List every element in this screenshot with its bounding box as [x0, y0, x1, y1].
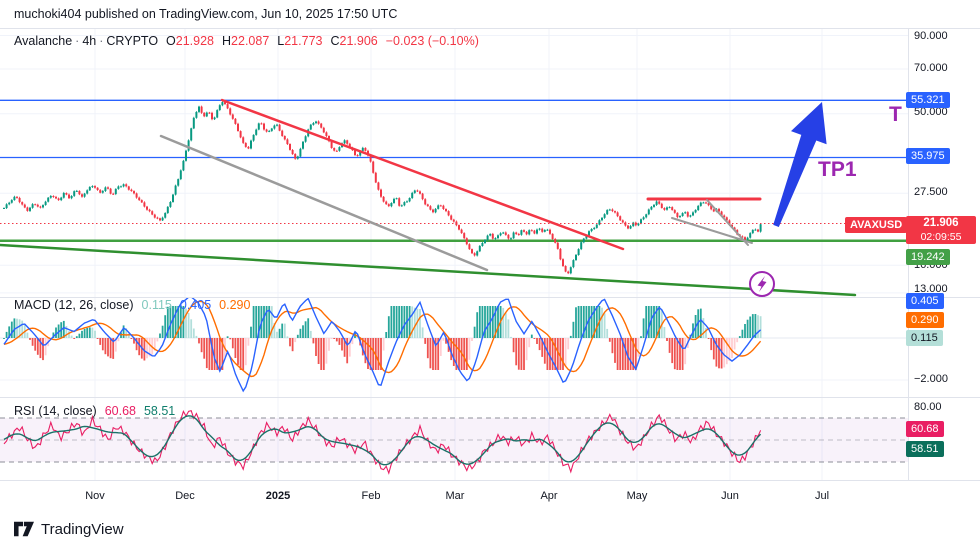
rsi-params: (14, close) [38, 404, 97, 418]
ohlc-value: 21.773 [284, 34, 323, 48]
indicator-value: 58.51 [143, 404, 176, 418]
symbol-label-badge: AVAXUSD [845, 217, 908, 233]
time-tick: Feb [361, 490, 381, 502]
signal-badge: 0.290 [906, 312, 944, 328]
ohlc-label: L [277, 34, 285, 48]
tradingview-logo-icon[interactable] [14, 521, 34, 537]
time-tick: May [626, 490, 648, 502]
scale-label: 27.500 [914, 186, 948, 198]
grid-layer [0, 28, 908, 480]
attribution-header: muchoki404 published on TradingView.com,… [0, 0, 980, 28]
wedge-line-1 [671, 217, 753, 244]
projection-arrow [773, 102, 827, 227]
time-tick: 2025 [265, 490, 291, 502]
level-badge-55: 55.321 [906, 92, 950, 108]
time-tick: Jun [721, 490, 739, 502]
macd-badge: 0.405 [906, 293, 944, 309]
scale-label: 70.000 [914, 62, 948, 74]
brand-name: TradingView [41, 520, 124, 538]
time-axis[interactable]: Nov Dec 2025 Feb Mar Apr May Jun Jul [0, 481, 980, 510]
scale-label: 13.000 [914, 283, 948, 295]
macd-params: (12, 26, close) [54, 298, 134, 312]
time-tick: Dec [175, 490, 195, 502]
ohlc-label: O [166, 34, 176, 48]
rsi-badge: 60.68 [906, 421, 944, 437]
rsi-values: 60.68 58.51 [97, 404, 176, 418]
symbol-name: Avalanche [14, 34, 73, 48]
support-badge-19: 19.242 [906, 249, 950, 265]
indicator-value: 0.290 [219, 298, 251, 312]
scale-label: −2.000 [914, 373, 948, 385]
wedge-line-2 [706, 199, 749, 246]
rsi-pane [0, 410, 908, 475]
indicator-value: 0.115 [141, 298, 172, 312]
separator: · [75, 34, 80, 48]
lower-support-trendline [0, 243, 857, 297]
ohlc-value: 21.906 [339, 34, 378, 48]
scale-label: 80.00 [914, 401, 942, 413]
scale-label: 90.000 [914, 30, 948, 42]
pane-divider [0, 28, 980, 29]
symbol-legend[interactable]: Avalanche · 4h · CRYPTO O21.928 H22.087 L21.773… [14, 34, 479, 48]
indicator-value: 0.405 [179, 298, 212, 312]
axis-divider [0, 480, 980, 481]
chart-widget: TP1 T Avalanche · 4h · CRYPTO O21.928 H22.087 L2… [0, 28, 980, 510]
last-price-badge: 21.906 02:09:55 [906, 216, 976, 244]
rsi-line [3, 410, 762, 475]
macd-line [3, 297, 762, 393]
hist-badge: 0.115 [906, 330, 943, 346]
descending-trendline-gray [159, 134, 489, 272]
rsi-band [0, 418, 908, 462]
bar-countdown: 02:09:55 [920, 231, 962, 243]
signal-line [3, 300, 762, 378]
time-tick: Apr [540, 490, 558, 502]
rsi-ma-line [3, 415, 762, 466]
rsi-title: RSI [14, 404, 35, 418]
macd-title: MACD [14, 298, 51, 312]
indicator-value: 60.68 [104, 404, 136, 418]
descending-trendline-red [220, 98, 625, 251]
footer: TradingView [14, 516, 124, 542]
time-tick: Nov [85, 490, 105, 502]
macd-values: 0.115 0.405 0.290 [134, 298, 251, 312]
interval-label: 4h [82, 34, 97, 48]
rsi-legend[interactable]: RSI (14, close) 60.68 58.51 [14, 404, 175, 418]
scale-label: 50.000 [914, 106, 948, 118]
pane-divider[interactable] [0, 397, 980, 398]
label-tp1: TP1 [818, 158, 857, 181]
exchange-label: CRYPTO [106, 34, 159, 48]
candles-layer [3, 101, 762, 275]
chart-canvas[interactable]: TP1 T [0, 28, 908, 481]
time-tick: Mar [445, 490, 465, 502]
pane-divider[interactable] [0, 297, 980, 298]
label-tp2-partial: T [889, 103, 902, 126]
ohlc-label: H [222, 34, 232, 48]
time-tick: Jul [814, 490, 830, 502]
ohlc-label: C [330, 34, 340, 48]
price-pane: TP1 T [0, 98, 908, 297]
macd-pane [3, 297, 762, 393]
ohlc-value: 22.087 [231, 34, 270, 48]
separator: · [99, 34, 104, 48]
rsi-ma-badge: 58.51 [906, 441, 944, 457]
level-badge-35: 35.975 [906, 148, 950, 164]
change-value: −0.023 (−0.10%) [385, 34, 479, 48]
macd-legend[interactable]: MACD (12, 26, close) 0.115 0.405 0.290 [14, 298, 250, 312]
ohlc-values: O21.928 H22.087 L21.773 C21.906 [158, 34, 378, 48]
ohlc-value: 21.928 [175, 34, 215, 48]
last-price: 21.906 [923, 217, 959, 229]
